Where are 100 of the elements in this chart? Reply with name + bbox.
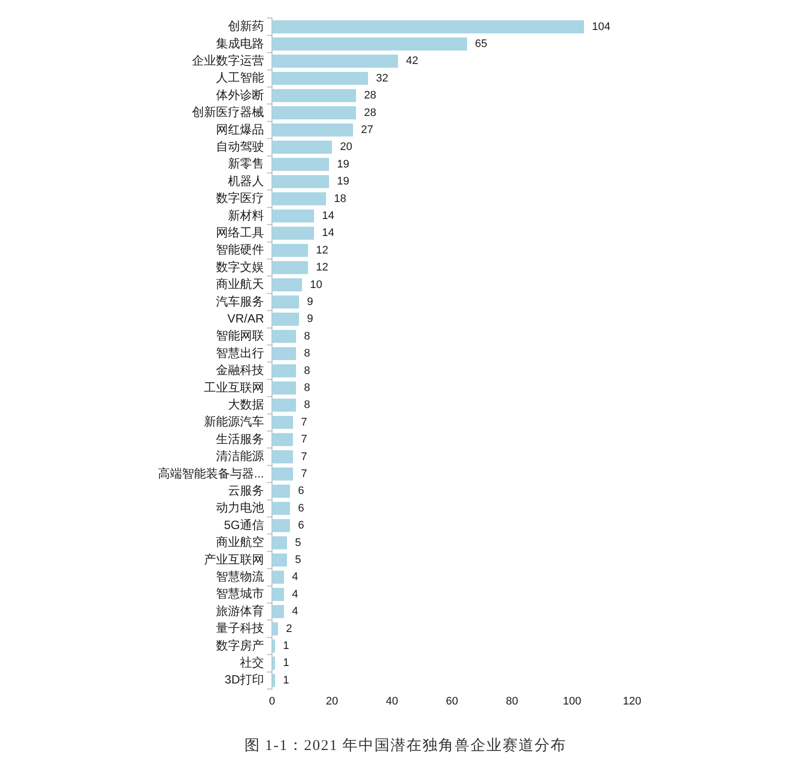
y-tick-label: 数字医疗 xyxy=(216,191,264,206)
caption: 图 1-1：2021 年中国潜在独角兽企业赛道分布 xyxy=(243,736,568,755)
data-label: 4 xyxy=(292,588,298,600)
data-label: 104 xyxy=(592,20,610,33)
bar xyxy=(272,330,296,343)
data-label: 6 xyxy=(298,485,304,498)
bar xyxy=(272,639,275,653)
data-label: 12 xyxy=(316,262,328,274)
y-tick-label: 企业数字运营 xyxy=(192,54,264,68)
bar xyxy=(272,158,329,171)
y-tick-label: 机器人 xyxy=(228,174,264,188)
x-tick-label: 20 xyxy=(326,696,338,708)
bar xyxy=(272,416,293,429)
data-label: 7 xyxy=(301,434,308,446)
bar xyxy=(272,553,287,567)
bar xyxy=(272,278,302,292)
y-tick-label: 自动驾驶 xyxy=(216,140,264,154)
y-tick-label: 集成电路 xyxy=(216,36,264,50)
bar xyxy=(272,347,296,360)
y-tick-label: 产业互联网 xyxy=(204,552,264,566)
data-label: 6 xyxy=(298,502,304,514)
bar xyxy=(272,656,275,670)
y-tick-label: 网络工具 xyxy=(216,226,264,240)
data-label: 9 xyxy=(307,296,314,308)
data-label: 12 xyxy=(316,244,328,256)
bar xyxy=(272,398,296,412)
data-label: 20 xyxy=(340,141,352,154)
y-tick-label: 数字房产 xyxy=(216,638,264,652)
y-tick-label: 创新医疗器械 xyxy=(192,105,264,120)
data-label: 9 xyxy=(307,313,314,326)
bar xyxy=(272,536,287,550)
bar xyxy=(272,312,299,326)
x-tick-label: 40 xyxy=(386,696,398,708)
data-label: 5 xyxy=(295,536,302,549)
bar xyxy=(272,605,284,618)
data-label: 2 xyxy=(286,622,292,635)
bar xyxy=(272,244,308,257)
y-tick-label: 商业航天 xyxy=(216,277,264,292)
bar xyxy=(272,519,290,532)
bar xyxy=(272,72,368,85)
data-label: 5 xyxy=(295,554,302,566)
bar xyxy=(272,209,314,223)
data-label: 7 xyxy=(301,468,308,480)
bar xyxy=(272,226,314,240)
bar xyxy=(272,433,293,446)
bar xyxy=(272,37,467,51)
y-tick-label: 新零售 xyxy=(228,156,264,171)
bar xyxy=(272,123,353,137)
data-label: 28 xyxy=(364,106,376,119)
bar xyxy=(272,467,293,481)
bar xyxy=(272,364,296,378)
data-label: 7 xyxy=(301,416,308,428)
data-label: 19 xyxy=(337,176,350,188)
y-tick-label: 网红爆品 xyxy=(216,122,264,136)
bar xyxy=(272,295,299,309)
y-tick-label: 数字文娱 xyxy=(216,260,264,274)
y-tick-label: VR/AR xyxy=(227,312,264,326)
bar xyxy=(272,192,326,206)
bar xyxy=(272,622,278,636)
y-tick-label: 智慧出行 xyxy=(216,346,264,360)
bar xyxy=(272,588,284,601)
data-label: 8 xyxy=(304,382,310,394)
y-tick-label: 工业互联网 xyxy=(204,380,264,394)
data-label: 42 xyxy=(406,55,418,68)
data-label: 18 xyxy=(334,192,346,205)
data-label: 1 xyxy=(283,640,290,652)
x-tick-label: 120 xyxy=(622,696,642,708)
y-tick-label: 汽车服务 xyxy=(216,294,264,308)
bar xyxy=(272,20,584,34)
bar xyxy=(272,175,329,188)
y-tick-label: 新材料 xyxy=(228,208,264,222)
y-tick-label: 体外诊断 xyxy=(216,88,264,102)
y-tick-label: 商业航空 xyxy=(216,535,264,550)
y-tick-label: 新能源汽车 xyxy=(204,414,264,429)
y-tick-label: 5G通信 xyxy=(224,518,264,532)
bar xyxy=(272,89,356,102)
data-label: 8 xyxy=(304,348,310,360)
y-tick-label: 旅游体育 xyxy=(216,604,264,618)
y-tick-label: 生活服务 xyxy=(216,432,264,446)
bar xyxy=(272,570,284,584)
bar xyxy=(272,502,290,515)
data-label: 27 xyxy=(361,124,374,136)
x-tick-label: 0 xyxy=(268,696,276,708)
x-tick-label: 100 xyxy=(562,696,582,708)
y-tick-label: 高端智能装备与器... xyxy=(158,466,264,480)
data-label: 4 xyxy=(292,571,298,584)
y-tick-label: 云服务 xyxy=(228,484,264,498)
bar xyxy=(272,54,398,68)
y-tick-label: 3D打印 xyxy=(224,672,264,687)
data-label: 8 xyxy=(304,399,310,412)
bar xyxy=(272,140,332,154)
data-label: 4 xyxy=(292,606,298,618)
data-label: 1 xyxy=(283,674,290,686)
y-tick-label: 智慧物流 xyxy=(216,570,264,584)
y-tick-label: 量子科技 xyxy=(216,621,264,636)
y-tick-label: 创新药 xyxy=(228,19,264,34)
data-label: 6 xyxy=(298,520,304,532)
x-tick-label: 60 xyxy=(446,696,458,708)
y-tick-label: 智能硬件 xyxy=(216,242,264,257)
bar xyxy=(272,381,296,395)
